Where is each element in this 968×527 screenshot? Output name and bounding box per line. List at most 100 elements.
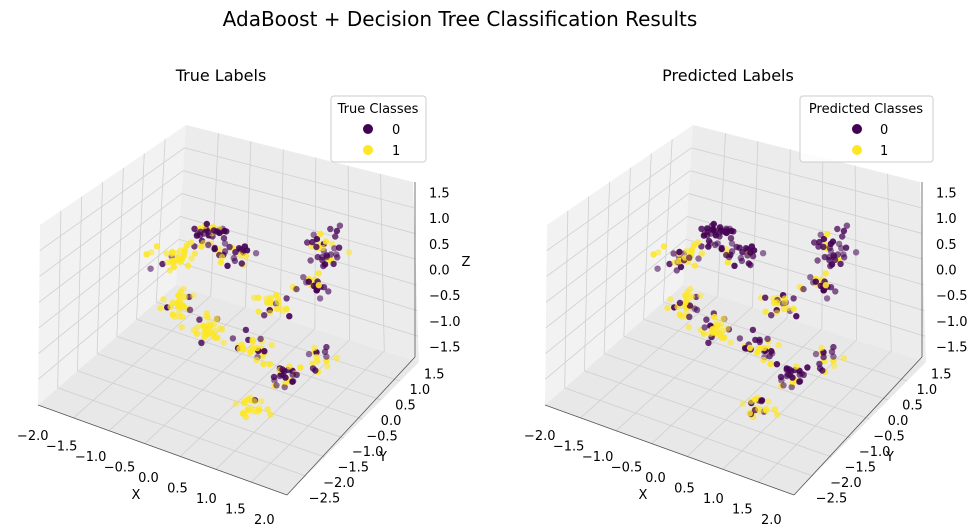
point-class-0	[191, 225, 198, 232]
point-class-1	[255, 407, 263, 414]
point-class-0	[321, 348, 329, 355]
point-class-1	[214, 334, 221, 341]
grid-line	[156, 301, 401, 382]
point-class-1	[824, 230, 831, 238]
legend-frame	[330, 95, 427, 163]
point-class-1	[345, 249, 353, 256]
x-axis-label: X	[639, 488, 648, 503]
point-class-0	[325, 288, 332, 295]
point-class-1	[322, 238, 330, 245]
point-class-1	[748, 398, 755, 405]
point-class-1	[204, 313, 211, 321]
point-class-0	[676, 248, 683, 256]
grid-line	[38, 216, 181, 329]
point-class-0	[686, 302, 694, 309]
point-class-1	[179, 313, 186, 320]
y-tick-label: −1.5	[337, 461, 369, 476]
point-class-1	[765, 398, 772, 405]
point-class-0	[823, 295, 831, 302]
grid-line	[210, 133, 219, 297]
point-class-0	[710, 220, 717, 228]
point-class-0	[790, 295, 797, 302]
x-tick-label: −0.5	[104, 461, 136, 476]
point-class-1	[171, 313, 178, 320]
point-class-1	[249, 345, 257, 352]
point-class-0	[283, 295, 290, 302]
point-class-0	[198, 339, 205, 346]
point-class-0	[197, 232, 204, 239]
point-class-1	[297, 364, 304, 371]
point-class-0	[705, 339, 712, 346]
grid-line	[136, 153, 145, 320]
point-class-1	[258, 398, 265, 405]
point-class-0	[725, 253, 733, 261]
point-class-1	[242, 252, 250, 260]
point-class-0	[261, 312, 268, 319]
pane-floor	[545, 285, 926, 495]
x-tick-label: 1.0	[196, 492, 217, 507]
point-class-0	[842, 244, 850, 251]
grid-line	[380, 173, 385, 352]
point-class-0	[213, 228, 221, 235]
z-tick-label: 1.5	[429, 187, 450, 202]
point-class-0	[840, 251, 847, 258]
point-class-0	[837, 260, 844, 268]
grid-line	[545, 238, 687, 354]
point-class-0	[229, 335, 237, 342]
point-class-0	[147, 265, 154, 272]
point-class-1	[169, 299, 177, 307]
grid-line	[155, 139, 166, 303]
point-class-0	[203, 220, 210, 228]
point-class-0	[807, 274, 814, 281]
z-tick-label: 0.5	[429, 238, 450, 253]
point-class-1	[248, 405, 255, 413]
point-class-1	[762, 308, 769, 315]
point-class-1	[217, 259, 225, 266]
point-class-0	[703, 316, 710, 323]
z-tick-label: −1.5	[936, 341, 968, 356]
z-tick-label: −1.0	[429, 315, 461, 330]
gridlines	[38, 133, 419, 483]
point-class-0	[811, 239, 818, 246]
point-class-1	[682, 292, 689, 299]
point-class-0	[332, 233, 339, 240]
point-class-0	[281, 383, 288, 391]
point-class-0	[232, 249, 239, 256]
pane-left	[38, 125, 186, 405]
point-class-0	[327, 225, 334, 233]
point-class-0	[252, 250, 260, 257]
point-class-0	[224, 262, 231, 269]
point-class-1	[790, 305, 797, 313]
grid-line	[546, 170, 691, 277]
point-class-1	[756, 345, 764, 352]
grid-line	[603, 182, 610, 354]
grid-line	[245, 141, 252, 308]
point-class-0	[293, 371, 300, 378]
subplot-title: True Labels	[175, 66, 267, 85]
point-class-0	[670, 250, 677, 257]
point-class-1	[163, 250, 170, 257]
x-tick-label: 2.0	[761, 513, 782, 527]
point-class-1	[840, 354, 847, 362]
point-class-0	[676, 299, 684, 307]
point-class-0	[316, 295, 324, 302]
point-class-0	[736, 335, 744, 342]
point-class-0	[313, 287, 320, 294]
point-class-0	[241, 243, 249, 250]
point-class-0	[731, 262, 738, 269]
y-axis-line	[286, 356, 416, 496]
grid-line	[690, 170, 922, 234]
point-class-1	[264, 299, 271, 306]
y-tick-labels: −2.5−2.0−1.5−1.0−0.50.00.51.01.5	[309, 368, 445, 507]
point-class-1	[755, 405, 762, 413]
point-class-1	[267, 411, 274, 418]
legend: Predicted Classes 0 1	[799, 95, 934, 163]
point-class-0	[820, 287, 827, 294]
point-class-0	[335, 244, 343, 251]
point-class-0	[839, 233, 846, 240]
point-class-0	[728, 227, 735, 235]
point-class-1	[771, 299, 778, 306]
point-class-0	[323, 353, 330, 360]
point-class-0	[336, 222, 344, 229]
point-class-0	[749, 326, 757, 334]
